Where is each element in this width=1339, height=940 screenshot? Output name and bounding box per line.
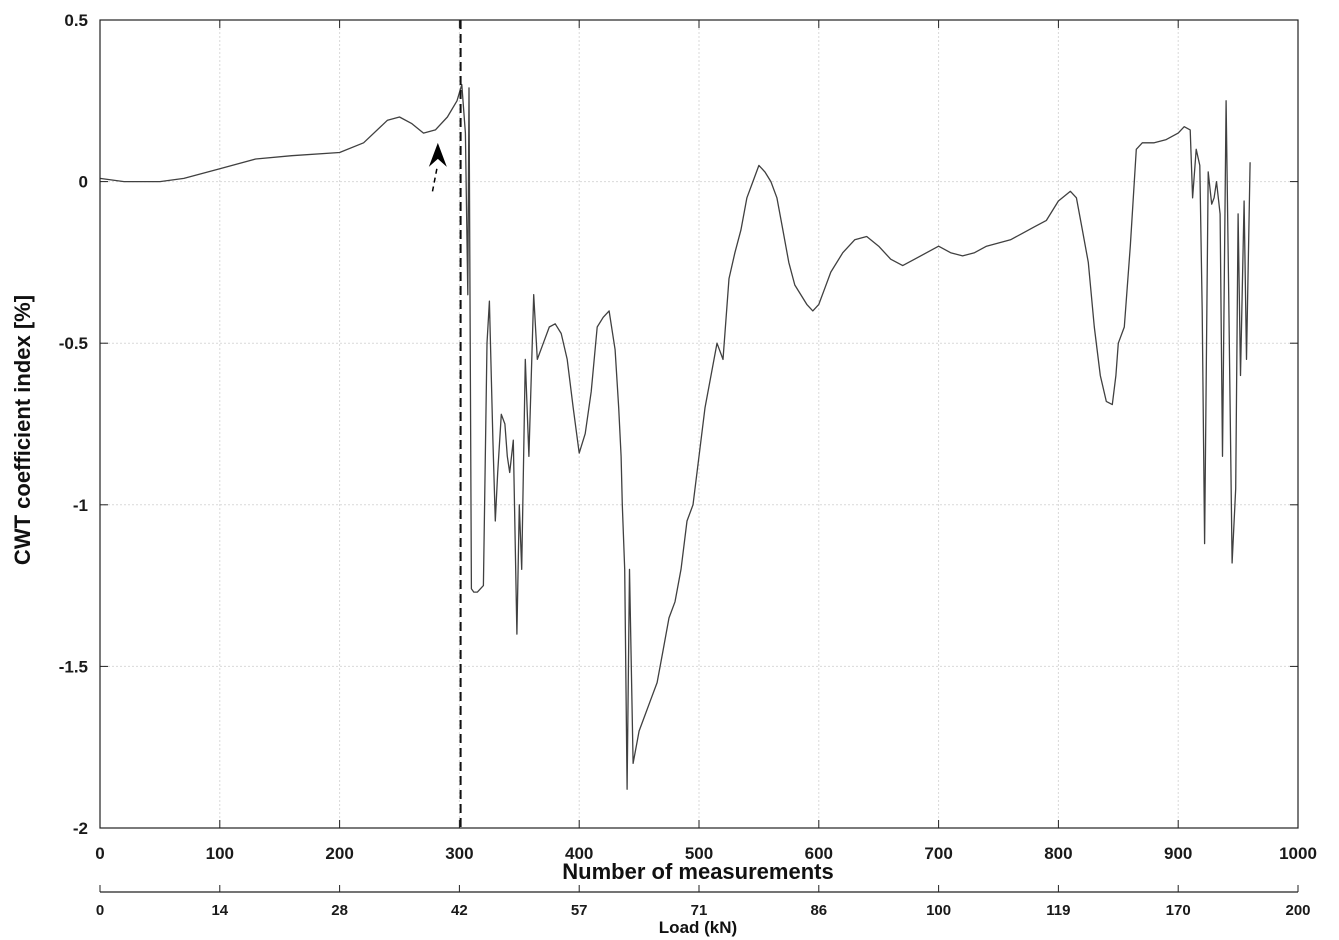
x-tick-label: 500 (685, 844, 713, 863)
secondary-x-tick-label: 28 (331, 902, 348, 919)
x-tick-label: 1000 (1279, 844, 1317, 863)
y-tick-label: 0 (79, 173, 88, 192)
y-axis-title: CWT coefficient index [%] (10, 295, 35, 565)
y-tick-label: -1 (73, 496, 88, 515)
x-tick-label: 800 (1044, 844, 1072, 863)
y-tick-label: -0.5 (59, 334, 88, 353)
y-tick-label: -2 (73, 819, 88, 838)
secondary-x-axis-title: Load (kN) (659, 918, 737, 937)
x-tick-label: 300 (445, 844, 473, 863)
series-line (99, 83, 1251, 790)
x-tick-label: 600 (805, 844, 833, 863)
secondary-x-tick-label: 57 (571, 902, 588, 919)
x-axis-title: Number of measurements (562, 859, 833, 884)
secondary-x-tick-label: 42 (451, 902, 468, 919)
x-tick-label: 100 (206, 844, 234, 863)
annotation-arrow-shaft (431, 168, 438, 195)
y-tick-label: 0.5 (64, 11, 88, 30)
secondary-x-tick-label: 71 (691, 902, 708, 919)
secondary-x-tick-label: 170 (1166, 902, 1191, 919)
x-tick-label: 200 (325, 844, 353, 863)
x-tick-label: 700 (924, 844, 952, 863)
annotation-arrow (428, 142, 447, 195)
x-tick-label: 400 (565, 844, 593, 863)
x-tick-label: 900 (1164, 844, 1192, 863)
secondary-x-tick-label: 200 (1285, 902, 1310, 919)
grid (100, 20, 1298, 828)
x-tick-label: 0 (95, 844, 104, 863)
tick-labels: 0 100 200 300 400 500 600 700 800 900 10000.50-0.5… (59, 11, 1317, 919)
secondary-x-tick-label: 100 (926, 902, 951, 919)
secondary-x-tick-label: 0 (96, 902, 104, 919)
annotation-arrow-head (428, 142, 447, 167)
secondary-x-tick-label: 119 (1046, 902, 1070, 919)
secondary-x-tick-label: 14 (211, 902, 228, 919)
axis-ticks (99, 19, 1299, 892)
y-tick-label: -1.5 (59, 657, 88, 676)
secondary-x-tick-label: 86 (810, 902, 827, 919)
